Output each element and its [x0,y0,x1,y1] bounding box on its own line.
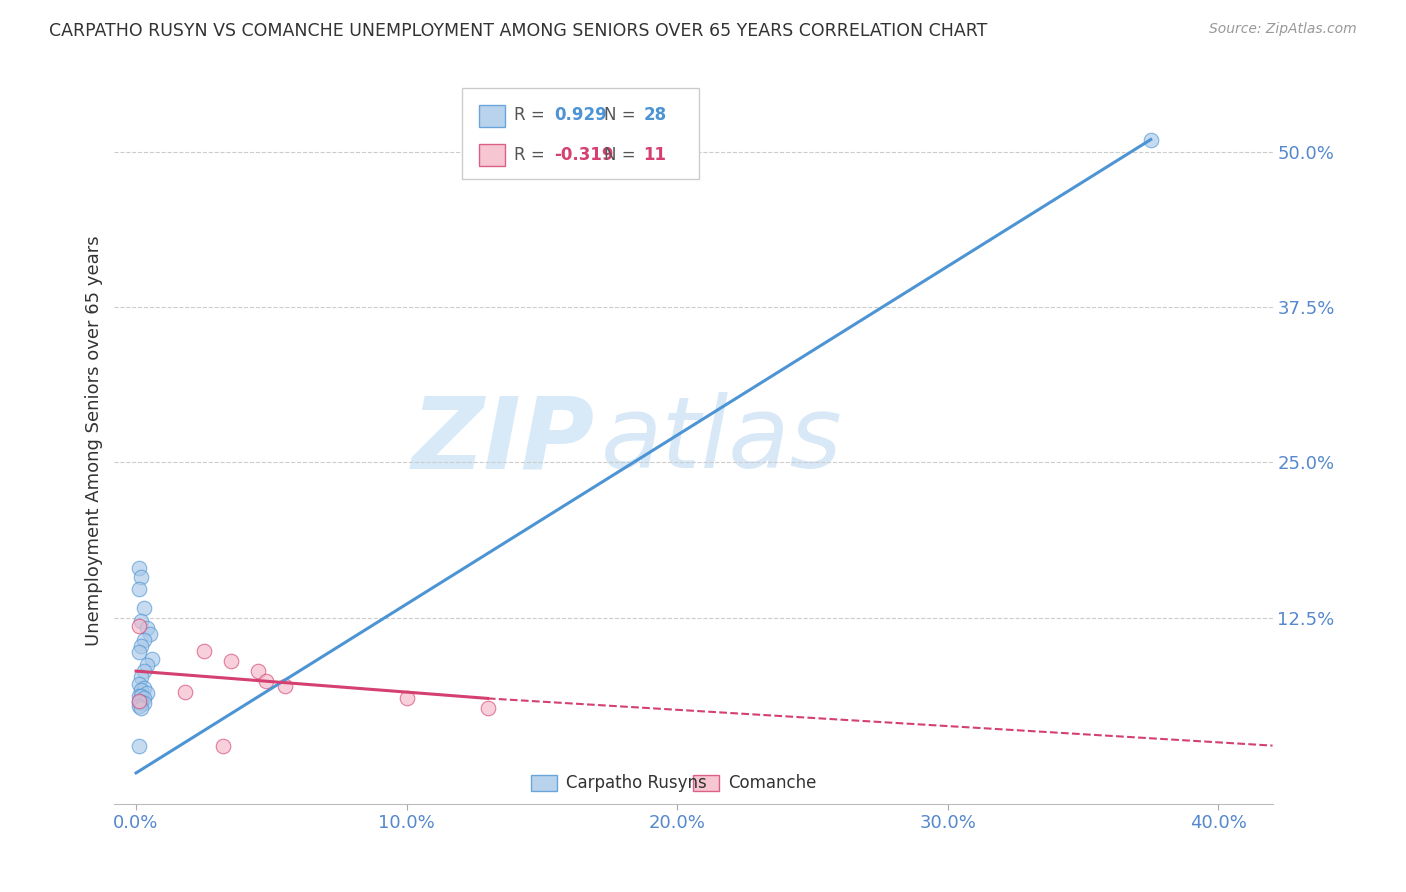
Point [138,627,160,641]
Point [128,694,150,708]
Text: Source: ZipAtlas.com: Source: ZipAtlas.com [1209,22,1357,37]
Point [128,619,150,633]
Text: atlas: atlas [600,392,842,489]
Point [134,633,156,648]
Point [131,570,153,584]
Text: Comanche: Comanche [728,774,817,792]
Point [128,689,150,703]
Point [128,695,150,709]
Point [131,682,153,697]
Y-axis label: Unemployment Among Seniors over 65 years: Unemployment Among Seniors over 65 years [86,235,103,646]
Point [246,664,269,678]
Point [395,691,418,706]
FancyBboxPatch shape [479,105,505,127]
Point [134,664,156,678]
Point [1139,132,1161,146]
Text: R =: R = [515,145,550,163]
FancyBboxPatch shape [479,145,505,166]
Text: Carpatho Rusyns: Carpatho Rusyns [567,774,707,792]
Text: ZIP: ZIP [412,392,595,489]
Point [141,651,163,665]
Point [211,739,233,753]
Point [134,691,156,706]
Text: 11: 11 [644,145,666,163]
Text: CARPATHO RUSYN VS COMANCHE UNEMPLOYMENT AMONG SENIORS OVER 65 YEARS CORRELATION : CARPATHO RUSYN VS COMANCHE UNEMPLOYMENT … [49,22,987,40]
Text: R =: R = [515,106,550,124]
Point [135,621,157,635]
Text: N =: N = [605,106,641,124]
Point [135,686,157,700]
Point [131,670,153,684]
Point [134,681,156,696]
Point [128,561,150,575]
Point [128,698,150,713]
Point [219,654,242,668]
Point [173,685,195,699]
FancyBboxPatch shape [693,775,718,791]
Text: N =: N = [605,145,641,163]
Point [131,695,153,709]
FancyBboxPatch shape [461,88,699,179]
Point [128,645,150,659]
Point [128,582,150,596]
FancyBboxPatch shape [531,775,557,791]
Text: 28: 28 [644,106,666,124]
Point [193,644,215,658]
Point [131,701,153,715]
Point [131,615,153,629]
Point [477,701,499,715]
Point [134,600,156,615]
Point [131,640,153,654]
Point [128,676,150,690]
Point [134,697,156,711]
Point [135,657,157,672]
Point [254,673,277,688]
Point [274,679,297,693]
Point [131,689,153,703]
Text: -0.319: -0.319 [554,145,614,163]
Text: 0.929: 0.929 [554,106,607,124]
Point [128,739,150,753]
